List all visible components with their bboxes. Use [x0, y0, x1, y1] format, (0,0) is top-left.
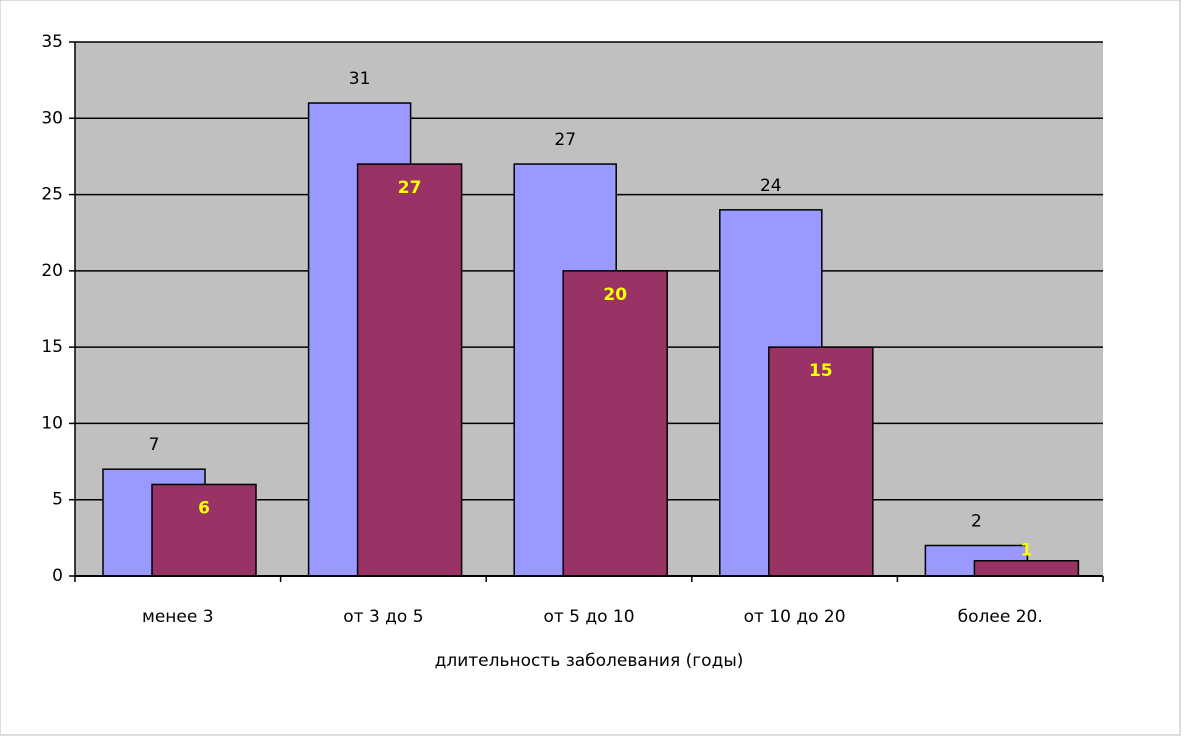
bar [768, 346, 874, 577]
x-tick-label: более 20. [958, 607, 1043, 627]
data-label: 15 [809, 361, 833, 381]
data-label: 24 [760, 176, 782, 196]
data-label: 6 [198, 498, 210, 518]
data-label: 2 [971, 511, 982, 531]
y-tick-label: 15 [41, 337, 63, 357]
bar [973, 559, 1080, 577]
y-tick-label: 30 [41, 108, 63, 128]
data-label: 1 [1020, 541, 1032, 561]
bar [151, 483, 257, 577]
x-tick-label: от 5 до 10 [543, 607, 634, 627]
y-tick-label: 35 [41, 32, 63, 52]
y-tick-label: 25 [41, 185, 63, 205]
data-label: 7 [149, 435, 160, 455]
data-label: 20 [603, 285, 627, 305]
y-tick-label: 10 [41, 413, 63, 433]
y-tick-label: 20 [41, 261, 63, 281]
bar [562, 270, 668, 577]
data-label: 27 [398, 178, 422, 198]
data-label: 27 [554, 130, 576, 150]
x-tick-label: от 10 до 20 [744, 607, 846, 627]
x-tick-label: от 3 до 5 [343, 607, 423, 627]
data-label: 31 [349, 69, 371, 89]
y-tick-label: 5 [52, 490, 63, 510]
y-tick-label: 0 [52, 566, 63, 586]
x-axis-title: длительность заболевания (годы) [435, 651, 744, 671]
x-tick-label: менее 3 [142, 607, 214, 627]
bar [356, 163, 463, 577]
